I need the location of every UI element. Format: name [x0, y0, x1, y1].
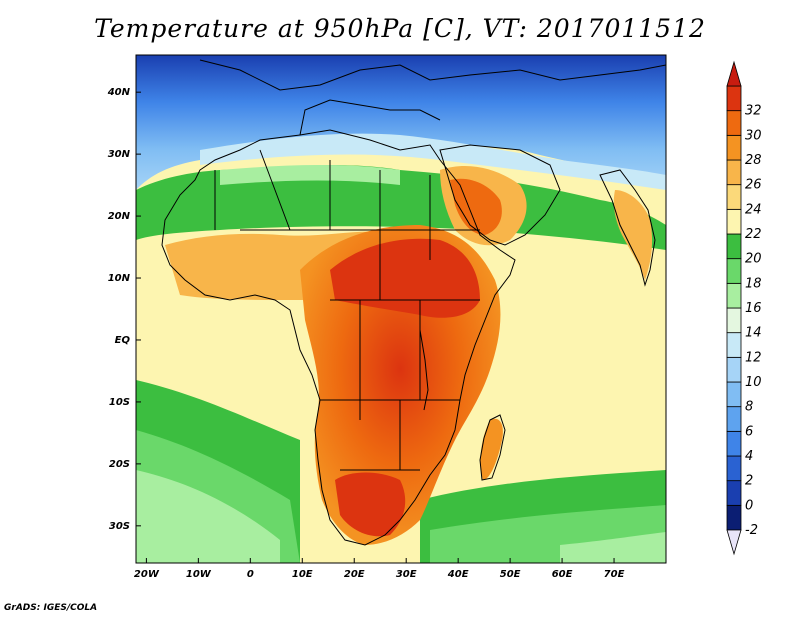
x-tick-label: 70E [604, 569, 625, 580]
colorbar-label: 28 [745, 153, 762, 168]
colorbar-label: 26 [745, 178, 762, 193]
y-tick-label: 30S [109, 521, 130, 532]
colorbar-label: 12 [745, 350, 762, 365]
latitude-ticks: 40N 30N 20N 10N EQ 10S 20S 30S [107, 87, 141, 532]
temperature-field [136, 55, 666, 563]
colorbar-swatch [726, 184, 742, 210]
colorbar-label: 6 [745, 424, 753, 439]
colorbar-swatch [726, 381, 742, 408]
y-tick-label: 10N [108, 273, 131, 284]
colorbar-swatch [726, 134, 742, 161]
colorbar-label: 8 [745, 400, 753, 415]
colorbar-swatch [726, 406, 742, 432]
x-tick-label: 30E [396, 569, 417, 580]
colorbar-label: 0 [745, 498, 753, 513]
x-tick-label: 20E [344, 569, 365, 580]
map-frame [135, 54, 667, 564]
colorbar-over-triangle [726, 60, 742, 87]
colorbar-swatch [726, 85, 742, 112]
colorbar-label: 10 [745, 375, 762, 390]
colorbar-swatch [726, 208, 742, 235]
colorbar-label: 18 [745, 276, 762, 291]
colorbar-under-triangle [726, 529, 742, 556]
x-tick-label: 50E [500, 569, 521, 580]
map-title: Temperature at 950hPa [C], VT: 201701151… [94, 14, 706, 43]
colorbar-swatch [726, 110, 742, 136]
longitude-ticks: 20W 10W 0 10E 20E 30E 40E 50E 60E 70E [134, 558, 625, 580]
x-tick-label: 10W [186, 569, 212, 580]
colorbar-label: 4 [745, 449, 753, 464]
colorbar-swatch [726, 307, 742, 334]
y-tick-label: 20S [109, 459, 130, 470]
colorbar-swatch [726, 159, 742, 186]
colorbar-label: 30 [745, 128, 762, 143]
y-tick-label: 40N [107, 87, 131, 98]
colorbar-swatch [726, 480, 742, 506]
colorbar-label: 32 [745, 104, 762, 119]
y-tick-label: 30N [108, 149, 131, 160]
colorbar-swatch [726, 332, 742, 358]
colorbar-swatch [726, 430, 742, 457]
x-tick-label: 40E [447, 569, 469, 580]
colorbar-label: 22 [745, 227, 762, 242]
y-tick-label: 10S [109, 397, 130, 408]
grads-credit: GrADS: IGES/COLA [4, 603, 98, 613]
colorbar-swatch [726, 258, 742, 284]
x-tick-label: 10E [292, 569, 313, 580]
x-tick-label: 0 [247, 569, 254, 580]
x-tick-label: 20W [134, 569, 160, 580]
colorbar-label: 16 [745, 301, 762, 316]
colorbar-label: 2 [745, 474, 753, 489]
colorbar-swatch [726, 455, 742, 482]
colorbar-swatch [726, 356, 742, 383]
colorbar-label: 20 [745, 252, 762, 267]
colorbar-swatch [726, 233, 742, 260]
x-tick-label: 60E [552, 569, 573, 580]
colorbar-swatch [726, 282, 742, 309]
y-tick-label: EQ [115, 335, 131, 346]
colorbar-label: 14 [745, 326, 762, 341]
colorbar-label: 24 [745, 202, 762, 217]
coastlines [161, 59, 666, 546]
y-tick-label: 20N [108, 211, 131, 222]
colorbar-label: -2 [745, 523, 758, 538]
colorbar-swatch [726, 504, 742, 531]
